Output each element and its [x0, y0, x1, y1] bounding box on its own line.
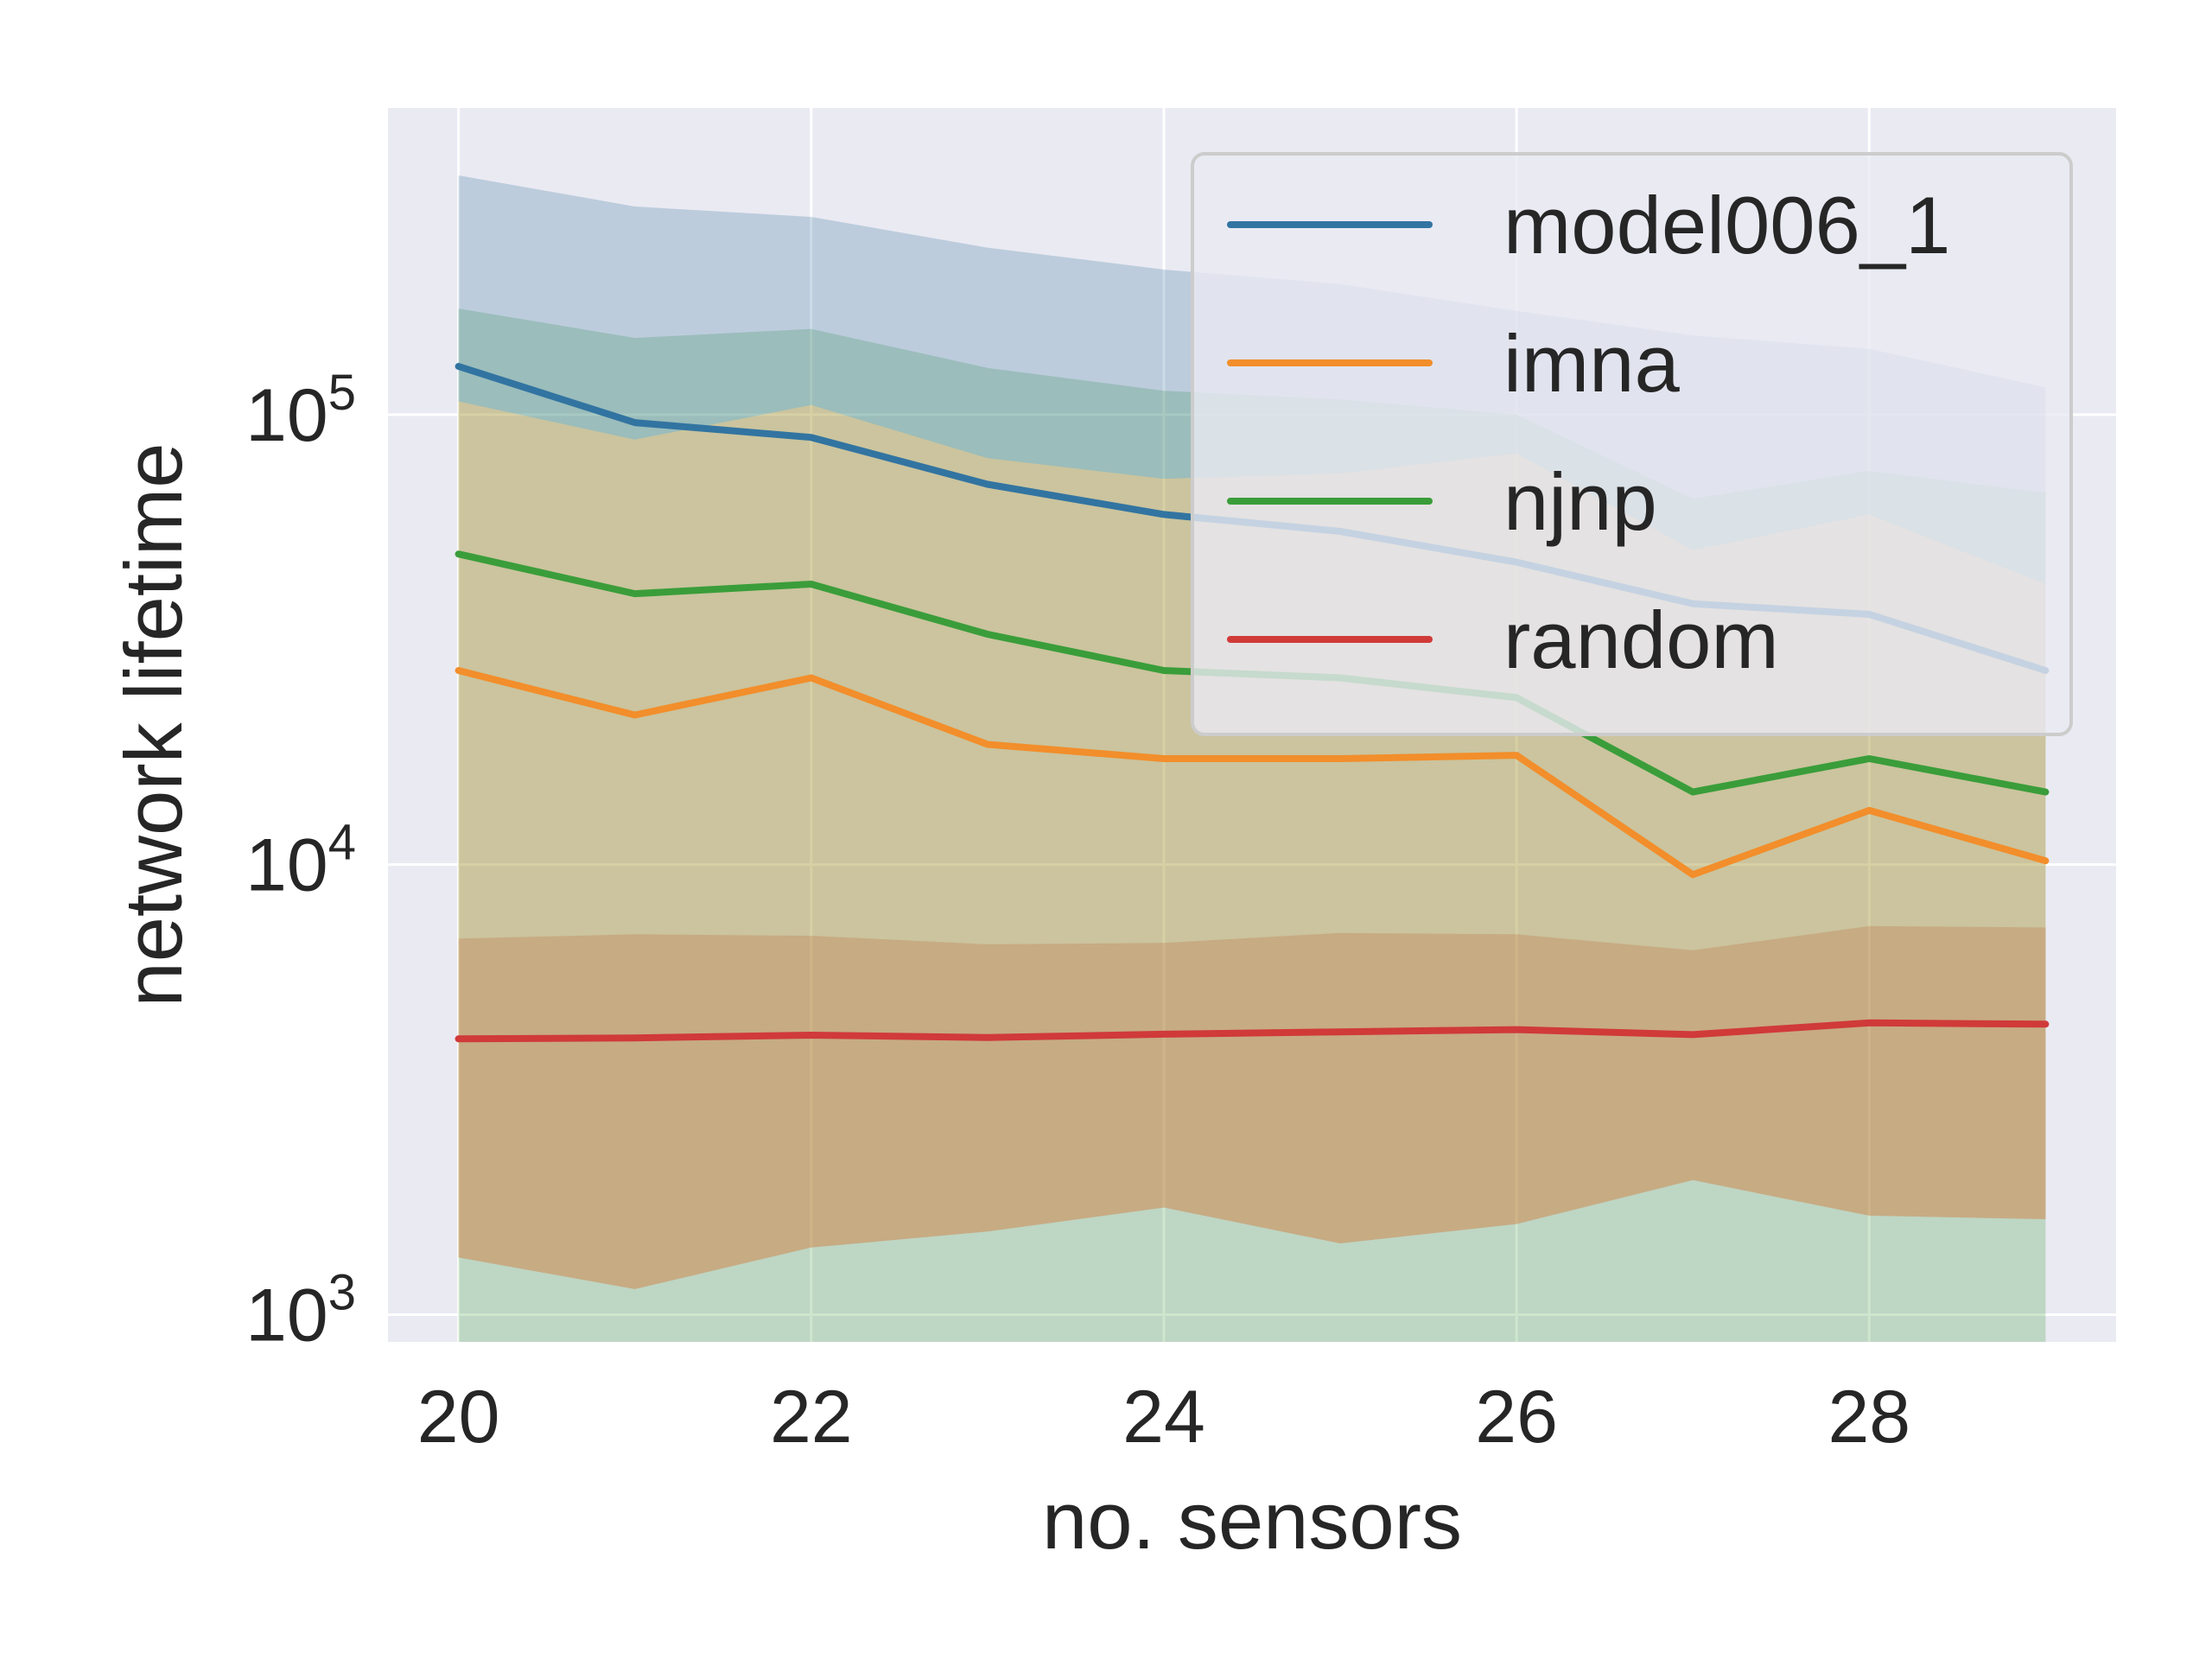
legend-label-imna: imna: [1503, 318, 1680, 409]
y-tick-label: 105: [245, 365, 356, 457]
legend-label-model006_1: model006_1: [1503, 180, 1950, 270]
x-tick-label: 28: [1827, 1376, 1910, 1459]
x-tick-label: 24: [1122, 1376, 1205, 1459]
series-line-imna: [454, 667, 2050, 879]
y-tick-label: 103: [245, 1264, 356, 1357]
band-random: [458, 925, 2046, 1289]
legend-box: [1191, 152, 2073, 736]
x-axis-label: no. sensors: [1042, 1475, 1462, 1566]
legend-label-random: random: [1503, 594, 1779, 685]
series-line-random: [454, 1019, 2050, 1043]
x-axis-ticks: 20 22 24 26 28: [417, 1376, 1910, 1459]
x-tick-label: 20: [417, 1376, 500, 1459]
y-tick-label: 104: [245, 815, 356, 907]
x-tick-label: 22: [770, 1376, 853, 1459]
x-tick-label: 26: [1475, 1376, 1558, 1459]
y-axis-ticks: 103 104 105: [245, 365, 356, 1357]
y-axis-label: network lifetime: [108, 443, 199, 1007]
legend-label-njnp: njnp: [1503, 456, 1657, 547]
